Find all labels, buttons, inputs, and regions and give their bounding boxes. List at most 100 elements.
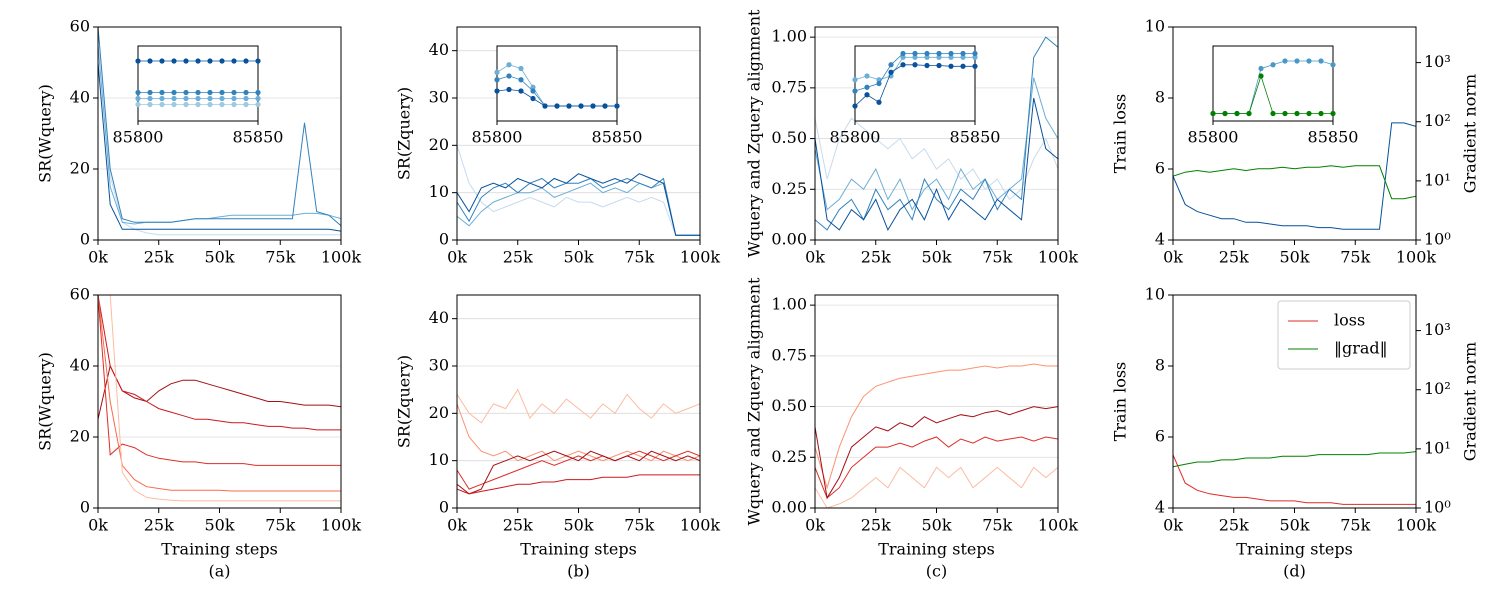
series-group — [1173, 451, 1416, 505]
line — [98, 27, 341, 236]
inset-point — [171, 101, 177, 108]
inset-point — [1234, 110, 1240, 117]
y-tick-label: 0.75 — [771, 77, 807, 96]
inset-point — [506, 73, 512, 79]
panel: 0.00 0.25 0.50 0.75 1.00 0k 25k 50k 75k 100k Wquer… — [745, 9, 1079, 267]
line — [815, 466, 1058, 508]
inset-point — [578, 103, 584, 109]
inset-point — [948, 50, 954, 57]
inset-point — [243, 58, 249, 64]
line — [98, 44, 341, 225]
inset-point — [912, 62, 918, 68]
inset-x-tick-label: 85850 — [592, 128, 643, 147]
inset-point — [566, 103, 572, 109]
series-group — [815, 363, 1058, 508]
inset-point — [900, 50, 906, 57]
series-group — [98, 27, 341, 236]
inset-point — [554, 103, 560, 109]
y-tick-label: 0.25 — [771, 447, 807, 466]
legend-box — [1277, 300, 1411, 370]
inset-point — [255, 101, 261, 108]
line — [815, 117, 1058, 201]
x-tick-label: 75k — [624, 248, 654, 267]
inset-point — [207, 101, 213, 108]
inset-point — [171, 89, 177, 96]
y2-tick-label: 10² — [1424, 379, 1451, 398]
inset-point — [876, 99, 882, 105]
inset-point — [936, 50, 942, 57]
x-tick-label: 25k — [144, 248, 174, 267]
inset-point — [231, 101, 237, 108]
inset-point — [231, 95, 237, 102]
x-tick-label: 50k — [204, 248, 234, 267]
inset-point — [159, 58, 165, 64]
series-group — [98, 295, 341, 502]
line — [1173, 451, 1416, 468]
panel: 0 10 20 30 40 0k 25k 50k 75k 100k SR(Zquery) Traini… — [395, 294, 721, 581]
inset-point — [195, 95, 201, 102]
inset-point — [900, 62, 906, 68]
y-tick-label: 0 — [439, 498, 449, 517]
y-tick-label: 40 — [70, 356, 90, 375]
line — [1173, 454, 1416, 505]
x-tick-label: 0k — [1163, 248, 1183, 267]
inset-point — [530, 95, 536, 102]
inset-point — [530, 84, 536, 90]
line — [98, 295, 341, 431]
x-tick-label: 25k — [1219, 516, 1249, 535]
y-tick-label: 60 — [70, 285, 90, 304]
inset-point — [1270, 110, 1276, 117]
x-tick-label: 100k — [680, 248, 721, 267]
y-tick-label: 40 — [70, 88, 90, 107]
inset-point — [924, 62, 930, 69]
y-tick-label: 8 — [1155, 356, 1165, 375]
y-tick-label: 6 — [1155, 159, 1165, 178]
x-tick-label: 75k — [624, 516, 654, 535]
x-tick-label: 100k — [1038, 248, 1079, 267]
y-tick-label: 0.25 — [771, 179, 807, 198]
y-axis-label: Wquery and Zquery alignment — [745, 277, 764, 526]
panel: 0 20 40 60 0k 25k 50k 75k 100k SR(Wquery) 85800 858… — [36, 17, 362, 267]
x-tick-label: 100k — [1396, 516, 1437, 535]
y-tick-label: 40 — [429, 40, 449, 59]
inset-point — [219, 101, 225, 108]
inset-point — [1258, 73, 1264, 79]
inset-point — [936, 62, 942, 69]
inset-frame — [1212, 45, 1334, 122]
inset-point — [207, 95, 213, 102]
panel: 0 20 40 60 0k 25k 50k 75k 100k SR(Wquery) Training… — [36, 285, 362, 581]
inset-x-tick-label: 85800 — [472, 128, 523, 147]
plot-frame — [456, 294, 701, 509]
line — [815, 436, 1058, 499]
inset-point — [960, 54, 966, 60]
inset-point — [231, 58, 237, 64]
inset-point — [506, 62, 512, 68]
inset-point — [135, 89, 141, 96]
inset-point — [183, 58, 189, 64]
y2-tick-label: 10³ — [1424, 52, 1451, 71]
inset-point — [171, 58, 177, 64]
inset-point — [1330, 62, 1336, 68]
inset-point — [147, 58, 153, 64]
x-tick-label: 25k — [861, 248, 891, 267]
inset-point — [147, 95, 153, 102]
inset-point — [518, 88, 524, 94]
inset-point — [1318, 58, 1324, 64]
inset-frame — [496, 45, 618, 122]
x-tick-label: 75k — [1340, 248, 1370, 267]
line — [457, 403, 700, 462]
y-tick-label: 4 — [1155, 230, 1165, 249]
line — [98, 27, 341, 227]
inset-x-tick-label: 85850 — [950, 128, 1001, 147]
x-tick-label: 0k — [805, 516, 825, 535]
y2-tick-label: 10⁰ — [1424, 230, 1451, 249]
inset-point — [1318, 110, 1324, 117]
x-axis-label: Training steps — [161, 540, 278, 559]
y-axis-label: SR(Zquery) — [395, 355, 414, 448]
x-tick-label: 100k — [680, 516, 721, 535]
inset-frame — [137, 45, 259, 122]
inset-point — [518, 77, 524, 83]
y-tick-label: 0.00 — [771, 498, 807, 517]
x-tick-label: 50k — [921, 516, 951, 535]
